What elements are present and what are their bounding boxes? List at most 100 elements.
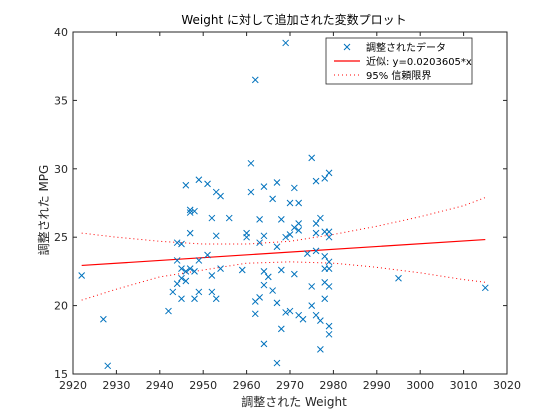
data-point-stroke (317, 346, 324, 353)
data-point-stroke (264, 273, 272, 281)
data-point-stroke (247, 159, 255, 167)
legend-entry-label: 近似: y=0.0203605*x (366, 55, 472, 68)
y-tick-label: 25 (54, 231, 68, 244)
data-point (321, 252, 329, 260)
data-point-stroke (173, 239, 181, 247)
data-point-stroke (212, 232, 220, 240)
axis-ticks: 2920 2930 2940 2950 2960 2970 2980 2990 3000 3010… (54, 26, 521, 392)
data-point (169, 288, 177, 296)
data-point-stroke (208, 272, 216, 279)
data-point-stroke (317, 214, 324, 222)
data-point-stroke (165, 307, 172, 315)
data-point (325, 265, 333, 273)
data-point (264, 273, 272, 281)
data-point (217, 265, 224, 273)
data-point (186, 229, 194, 237)
y-tick-label: 15 (54, 368, 68, 381)
data-point (325, 322, 333, 330)
data-point-stroke (217, 192, 224, 200)
data-point-stroke (295, 199, 303, 207)
x-tick-label: 2960 (233, 379, 261, 392)
data-point (260, 268, 268, 275)
data-point-stroke (178, 240, 185, 248)
data-point-stroke (277, 325, 285, 333)
data-point (247, 188, 255, 196)
data-point-stroke (325, 169, 333, 177)
data-point (78, 272, 86, 279)
data-point-stroke (225, 214, 233, 222)
data-point-stroke (173, 257, 181, 264)
x-tick-label: 2980 (319, 379, 347, 392)
chart-title: Weight に対して追加された変数プロット (181, 12, 406, 27)
x-tick-label: 3000 (406, 379, 434, 392)
data-point (191, 268, 198, 275)
data-point-stroke (325, 233, 333, 241)
data-point-stroke (217, 265, 224, 273)
data-point-stroke (247, 188, 255, 196)
data-point-stroke (256, 294, 263, 301)
data-point-stroke (321, 252, 329, 260)
data-point-stroke (256, 216, 263, 223)
data-point (325, 169, 333, 177)
data-point (186, 206, 194, 214)
data-point (260, 340, 268, 348)
data-point-stroke (290, 270, 298, 278)
data-point (173, 239, 181, 247)
data-point-stroke (317, 317, 324, 325)
data-point (321, 295, 329, 303)
data-point (182, 181, 190, 189)
x-tick-label: 3020 (493, 379, 521, 392)
data-point-stroke (186, 206, 194, 214)
data-point (195, 176, 203, 184)
data-point-stroke (186, 209, 194, 216)
data-point-stroke (178, 265, 185, 273)
upper-confidence-bound (81, 197, 486, 245)
data-point-stroke (260, 340, 268, 348)
data-point (308, 283, 316, 290)
data-point (295, 220, 303, 227)
x-tick-label: 2970 (276, 379, 304, 392)
plot-marks (78, 39, 489, 370)
x-tick-label: 2950 (189, 379, 217, 392)
x-tick-label: 2940 (146, 379, 174, 392)
data-point-stroke (308, 154, 316, 162)
data-point-stroke (325, 330, 333, 338)
data-point-stroke (186, 265, 194, 273)
data-point (256, 239, 263, 247)
data-point-stroke (238, 266, 246, 274)
data-point (208, 214, 216, 222)
data-point-stroke (256, 239, 263, 247)
y-tick-label: 35 (54, 94, 68, 107)
data-point-stroke (286, 199, 294, 207)
data-point (104, 362, 112, 370)
legend-entry-label: 95% 信頼限界 (366, 70, 431, 82)
data-point-stroke (321, 295, 329, 303)
data-point (325, 330, 333, 338)
data-point (182, 277, 190, 285)
data-point (100, 315, 107, 323)
data-point (295, 199, 303, 207)
data-point-stroke (212, 188, 220, 196)
data-point (286, 307, 294, 315)
data-point-stroke (191, 295, 198, 303)
data-point-stroke (295, 227, 303, 234)
data-point (299, 315, 307, 323)
data-point-stroke (178, 274, 185, 282)
x-tick-label: 2990 (363, 379, 391, 392)
data-point (282, 39, 290, 47)
data-point-stroke (260, 268, 268, 275)
data-point-stroke (481, 284, 489, 292)
data-point (312, 220, 320, 227)
data-point (182, 268, 190, 275)
data-point-stroke (208, 214, 216, 222)
data-point (273, 359, 281, 367)
data-point-stroke (295, 311, 303, 319)
data-point (251, 76, 259, 84)
data-point (173, 257, 181, 264)
data-point-stroke (195, 176, 203, 184)
data-point-stroke (312, 177, 320, 185)
data-point (286, 199, 294, 207)
data-point (217, 192, 224, 200)
